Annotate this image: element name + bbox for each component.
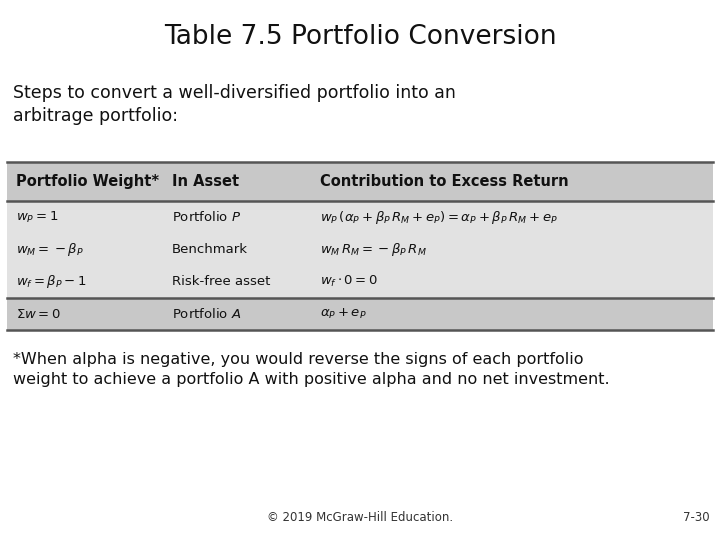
Text: 7-30: 7-30: [683, 511, 709, 524]
Text: Portfolio $A$: Portfolio $A$: [172, 307, 241, 321]
Text: Portfolio Weight*: Portfolio Weight*: [16, 174, 159, 189]
Text: $w_f = \beta_P - 1$: $w_f = \beta_P - 1$: [16, 273, 86, 291]
Text: $w_P\,(\alpha_P + \beta_P\,R_M + e_P) = \alpha_P + \beta_P\,R_M + e_P$: $w_P\,(\alpha_P + \beta_P\,R_M + e_P) = …: [320, 208, 558, 226]
Bar: [7, 298, 713, 330]
Text: $\alpha_P + e_P$: $\alpha_P + e_P$: [320, 307, 366, 321]
Text: Risk-free asset: Risk-free asset: [172, 275, 271, 288]
Text: Contribution to Excess Return: Contribution to Excess Return: [320, 174, 568, 189]
Text: $w_M\,R_M = -\beta_P\,R_M$: $w_M\,R_M = -\beta_P\,R_M$: [320, 241, 427, 258]
Text: *When alpha is negative, you would reverse the signs of each portfolio
weight to: *When alpha is negative, you would rever…: [13, 352, 610, 387]
Text: Table 7.5 Portfolio Conversion: Table 7.5 Portfolio Conversion: [163, 24, 557, 50]
Text: © 2019 McGraw-Hill Education.: © 2019 McGraw-Hill Education.: [267, 511, 453, 524]
Text: Portfolio $P$: Portfolio $P$: [172, 210, 241, 224]
Text: $w_P = 1$: $w_P = 1$: [16, 210, 58, 225]
Text: Benchmark: Benchmark: [172, 243, 248, 256]
Text: $w_f \cdot 0 = 0$: $w_f \cdot 0 = 0$: [320, 274, 378, 289]
Text: $\Sigma w = 0$: $\Sigma w = 0$: [16, 308, 60, 321]
Text: Steps to convert a well-diversified portfolio into an
arbitrage portfolio:: Steps to convert a well-diversified port…: [13, 84, 456, 125]
Text: $w_M = -\beta_P$: $w_M = -\beta_P$: [16, 241, 84, 258]
Bar: [7, 162, 713, 201]
Bar: [7, 162, 713, 330]
Text: In Asset: In Asset: [172, 174, 239, 189]
